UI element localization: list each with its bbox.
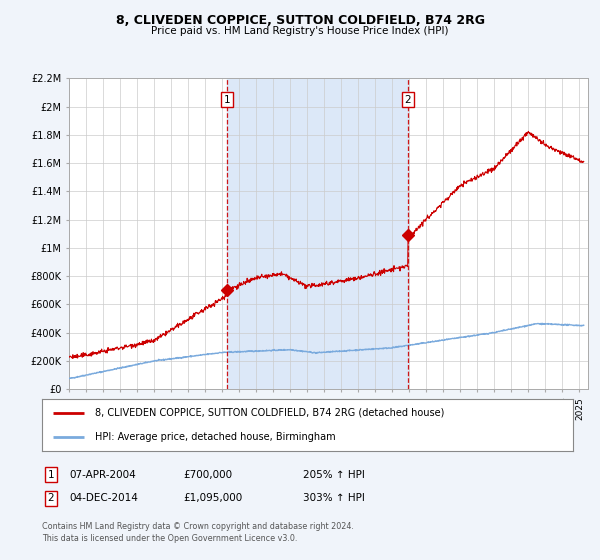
Text: 04-DEC-2014: 04-DEC-2014 (69, 493, 138, 503)
Text: 8, CLIVEDEN COPPICE, SUTTON COLDFIELD, B74 2RG: 8, CLIVEDEN COPPICE, SUTTON COLDFIELD, B… (115, 14, 485, 27)
Text: 2: 2 (47, 493, 55, 503)
Text: 303% ↑ HPI: 303% ↑ HPI (303, 493, 365, 503)
Text: 1: 1 (47, 470, 55, 480)
Bar (227, 78, 408, 389)
Text: 07-APR-2004: 07-APR-2004 (69, 470, 136, 480)
Text: 2: 2 (404, 95, 411, 105)
Text: Contains HM Land Registry data © Crown copyright and database right 2024.
This d: Contains HM Land Registry data © Crown c… (42, 522, 354, 543)
Text: 8, CLIVEDEN COPPICE, SUTTON COLDFIELD, B74 2RG (detached house): 8, CLIVEDEN COPPICE, SUTTON COLDFIELD, B… (95, 408, 445, 418)
Text: 205% ↑ HPI: 205% ↑ HPI (303, 470, 365, 480)
Text: HPI: Average price, detached house, Birmingham: HPI: Average price, detached house, Birm… (95, 432, 336, 442)
Text: Price paid vs. HM Land Registry's House Price Index (HPI): Price paid vs. HM Land Registry's House … (151, 26, 449, 36)
Text: £700,000: £700,000 (183, 470, 232, 480)
Text: £1,095,000: £1,095,000 (183, 493, 242, 503)
Text: 1: 1 (223, 95, 230, 105)
